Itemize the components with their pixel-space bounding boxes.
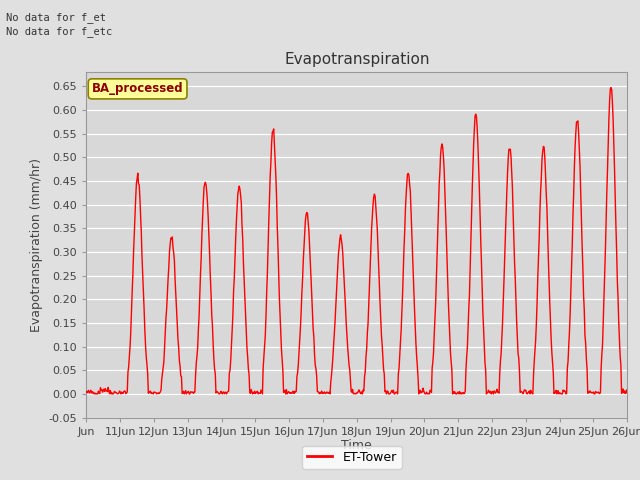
Text: No data for f_et: No data for f_et [6,12,106,23]
Title: Evapotranspiration: Evapotranspiration [284,52,429,67]
Text: No data for f_etc: No data for f_etc [6,26,113,37]
X-axis label: Time: Time [341,439,372,453]
Text: BA_processed: BA_processed [92,83,184,96]
Legend: ET-Tower: ET-Tower [302,446,402,469]
Y-axis label: Evapotranspiration (mm/hr): Evapotranspiration (mm/hr) [30,158,43,332]
